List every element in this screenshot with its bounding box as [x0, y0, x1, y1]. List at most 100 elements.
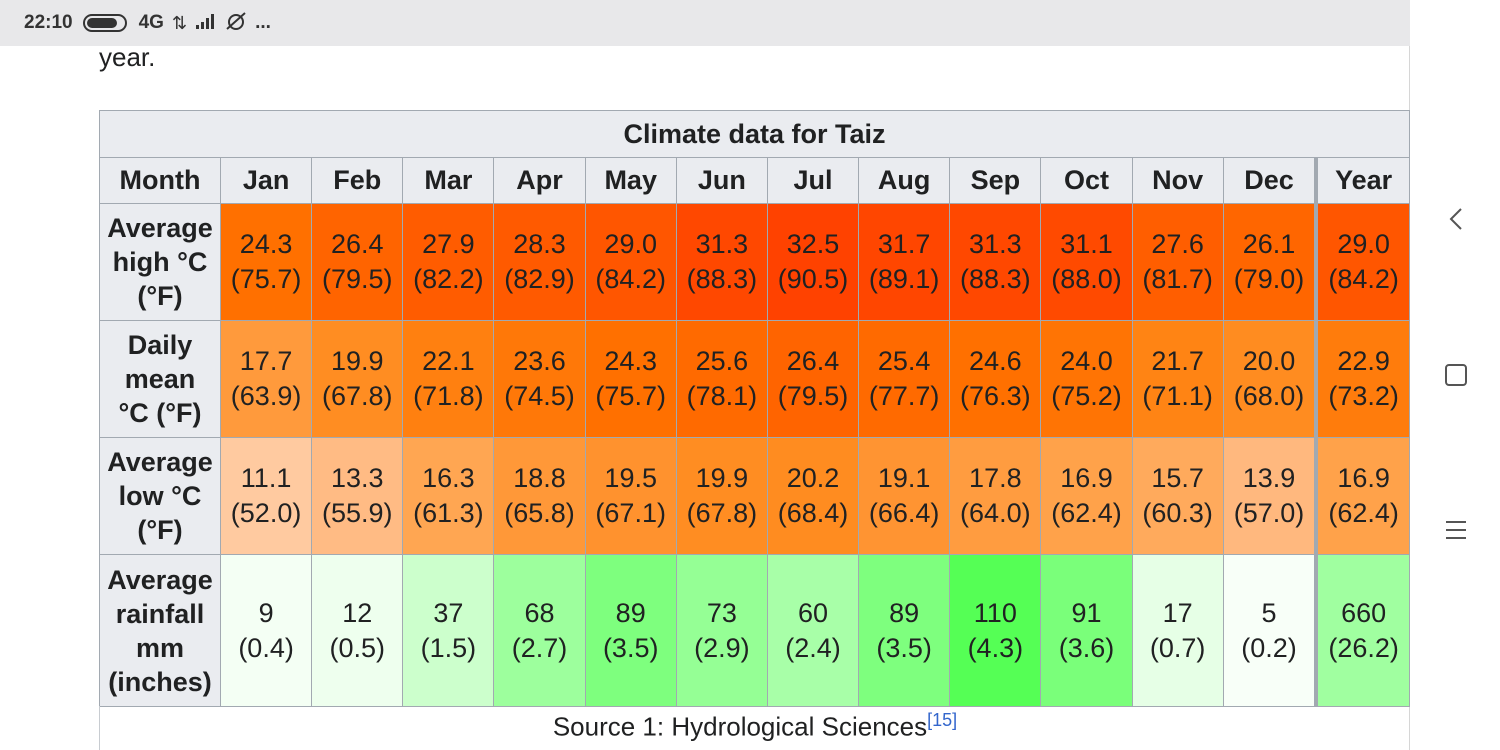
cell-value: 16.9 — [1337, 463, 1390, 493]
table-cell: 23.6 (74.5) — [493, 320, 586, 438]
cell-value: 20.2 — [786, 463, 840, 493]
cell-value: 37 — [433, 597, 464, 628]
menu-icon[interactable] — [1443, 517, 1469, 543]
table-cell: 26.4 (79.5) — [311, 203, 404, 321]
cell-secondary-value: (82.9) — [504, 264, 575, 294]
cell-secondary-value: (67.8) — [321, 381, 393, 411]
cell-secondary-value: (4.3) — [967, 632, 1024, 663]
cell-secondary-value: (90.5) — [777, 264, 849, 294]
table-cell: 24.6 (76.3) — [949, 320, 1042, 438]
cell-secondary-value: (76.3) — [960, 381, 1031, 411]
cell-secondary-value: (2.4) — [785, 632, 841, 663]
table-cell: 31.1 (88.0) — [1040, 203, 1133, 321]
table-cell: 13.3 (55.9) — [311, 437, 404, 555]
cell-value: 22.1 — [422, 346, 475, 376]
table-cell: 660 (26.2) — [1314, 554, 1411, 707]
cell-value: 29.0 — [1337, 229, 1390, 259]
table-cell: 19.1 (66.4) — [858, 437, 951, 555]
cell-secondary-value: (74.5) — [504, 381, 575, 411]
cell-secondary-value: (0.4) — [238, 632, 294, 663]
cell-secondary-value: (0.2) — [1241, 632, 1297, 663]
month-header-feb: Feb — [311, 157, 404, 204]
source-ref-link[interactable]: [15] — [927, 710, 958, 730]
cell-secondary-value: (68.0) — [1233, 381, 1305, 411]
table-cell: 9 (0.4) — [219, 554, 313, 707]
table-cell: 27.6 (81.7) — [1131, 203, 1224, 321]
table-cell: 24.0 (75.2) — [1040, 320, 1133, 438]
table-cell: 110 (4.3) — [949, 554, 1042, 707]
cell-secondary-value: (0.5) — [329, 632, 385, 663]
cell-secondary-value: (66.4) — [868, 498, 940, 528]
cell-secondary-value: (60.3) — [1142, 498, 1213, 528]
cell-value: 31.7 — [877, 229, 931, 259]
cell-value: 17.7 — [239, 346, 293, 376]
table-cell: 32.5 (90.5) — [766, 203, 860, 321]
table-cell: 22.1 (71.8) — [402, 320, 495, 438]
cell-secondary-value: (89.1) — [868, 264, 940, 294]
table-cell: 89 (3.5) — [584, 554, 677, 707]
cell-secondary-value: (68.4) — [777, 498, 849, 528]
cell-secondary-value: (63.9) — [230, 381, 302, 411]
table-cell: 11.1 (52.0) — [219, 437, 313, 555]
climate-table: Climate data for Taiz Month Jan Feb Mar Apr… — [99, 110, 1411, 707]
table-cell: 12 (0.5) — [311, 554, 404, 707]
row-label: Average low °C (°F) — [99, 437, 221, 555]
row-label: Average rainfall mm (inches) — [99, 554, 221, 707]
cell-secondary-value: (71.8) — [413, 381, 484, 411]
cell-secondary-value: (77.7) — [868, 381, 940, 411]
cell-value: 22.9 — [1337, 346, 1390, 376]
article-page: year. Climate data for Taiz Month Jan Feb… — [0, 42, 1411, 750]
home-icon[interactable] — [1443, 362, 1469, 388]
row-label-line: rainfall — [115, 598, 205, 629]
cell-secondary-value: (79.5) — [321, 264, 393, 294]
source-text: Source 1: Hydrological Sciences — [552, 711, 928, 742]
table-cell: 24.3 (75.7) — [219, 203, 313, 321]
cell-secondary-value: (88.3) — [686, 264, 758, 294]
row-label-line: Average — [107, 564, 213, 595]
intro-text: year. — [99, 42, 156, 72]
cell-secondary-value: (61.3) — [413, 498, 484, 528]
cell-value: 19.9 — [695, 463, 749, 493]
table-cell: 17 (0.7) — [1131, 554, 1224, 707]
network-type: 4G — [138, 12, 164, 33]
table-cell: 68 (2.7) — [493, 554, 586, 707]
table-cell: 16.3 (61.3) — [402, 437, 495, 555]
cell-value: 25.6 — [695, 346, 749, 376]
cell-value: 17.8 — [969, 463, 1022, 493]
table-cell: 25.6 (78.1) — [675, 320, 768, 438]
cell-value: 25.4 — [877, 346, 931, 376]
cell-secondary-value: (3.6) — [1058, 632, 1115, 663]
row-label-line: °C (°F) — [118, 398, 202, 428]
cell-value: 19.5 — [604, 463, 657, 493]
cell-value: 11.1 — [240, 463, 292, 493]
cell-value: 32.5 — [786, 229, 840, 259]
data-arrows-icon: ⇅ — [171, 12, 188, 33]
table-cell: 29.0 (84.2) — [1314, 203, 1411, 321]
table-row: Average low °C (°F) 11.1 (52.0) 13.3 (55.9) 16.… — [99, 437, 1411, 555]
month-header-jun: Jun — [675, 157, 768, 204]
cell-secondary-value: (65.8) — [504, 498, 575, 528]
cell-value: 27.9 — [422, 229, 475, 259]
cell-value: 24.3 — [239, 229, 293, 259]
table-cell: 31.7 (89.1) — [858, 203, 951, 321]
cell-secondary-value: (67.1) — [595, 498, 666, 528]
table-cell: 31.3 (88.3) — [949, 203, 1042, 321]
table-cell: 25.4 (77.7) — [858, 320, 951, 438]
cell-secondary-value: (88.0) — [1051, 264, 1122, 294]
table-title: Climate data for Taiz — [99, 110, 1410, 158]
cell-value: 73 — [706, 597, 737, 628]
cell-value: 19.1 — [877, 463, 931, 493]
cell-value: 26.4 — [786, 346, 840, 376]
table-row: Average rainfall mm (inches) 9 (0.4) 12 (0.5) 37… — [99, 554, 1411, 707]
nav-rail — [1411, 0, 1500, 750]
table-cell: 26.4 (79.5) — [766, 320, 860, 438]
table-cell: 18.8 (65.8) — [493, 437, 586, 555]
cell-value: 660 — [1341, 597, 1387, 628]
cell-secondary-value: (26.2) — [1328, 632, 1399, 663]
table-cell: 60 (2.4) — [766, 554, 860, 707]
back-icon[interactable] — [1443, 206, 1469, 232]
cell-value: 27.6 — [1151, 229, 1204, 259]
cell-value: 110 — [973, 597, 1017, 628]
cell-value: 13.3 — [330, 463, 384, 493]
cell-value: 15.7 — [1151, 463, 1204, 493]
